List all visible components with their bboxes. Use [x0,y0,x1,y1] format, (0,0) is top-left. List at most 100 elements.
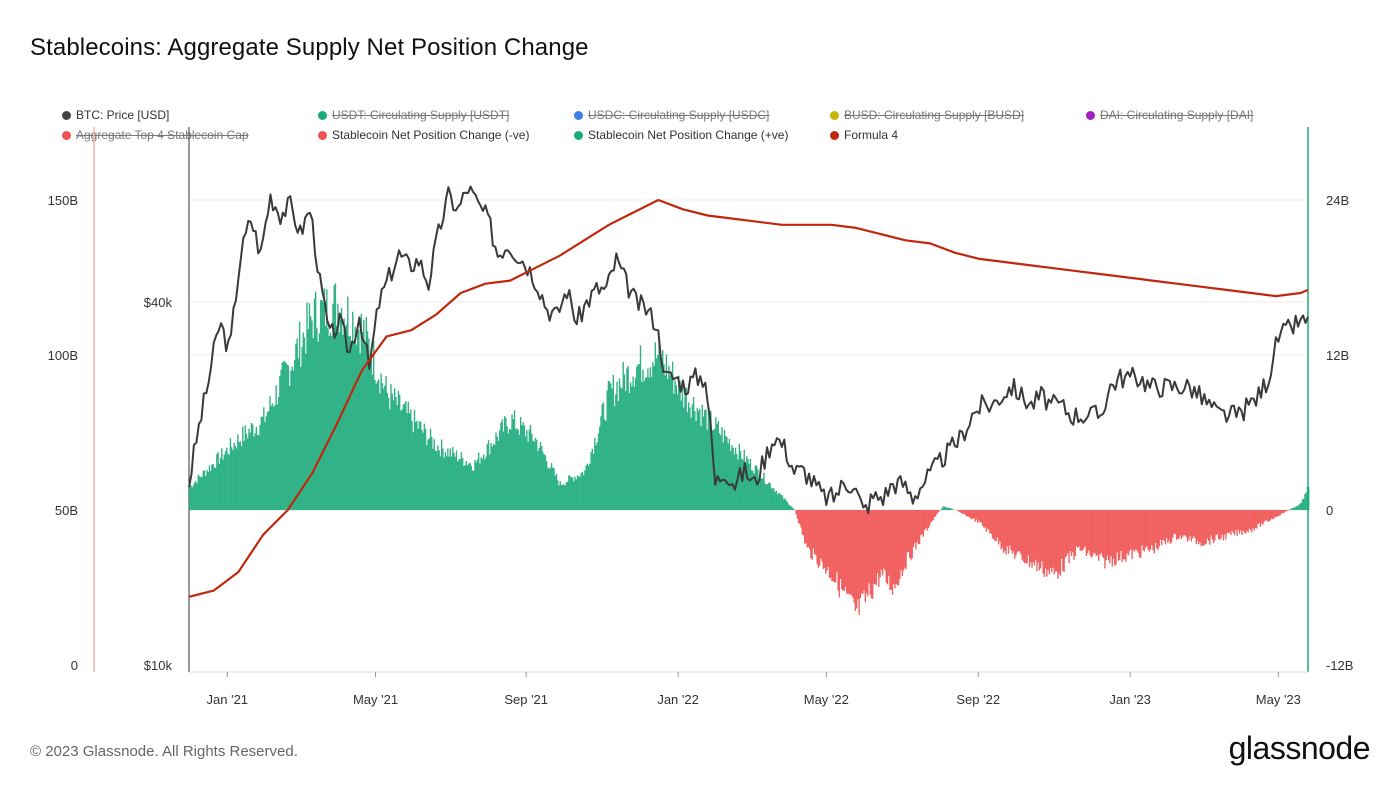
net-change-negative-bar [879,510,881,578]
net-change-negative-bar [1257,510,1259,524]
legend-item-dai-supply[interactable]: DAI: Circulating Supply [DAI] [1086,108,1253,122]
net-change-negative-bar [823,510,826,568]
net-change-negative-bar [1149,510,1152,550]
net-change-positive-bar [243,440,245,510]
net-change-positive-bar [349,335,351,510]
net-change-positive-bar [307,328,309,510]
net-change-negative-bar [1110,510,1112,557]
net-change-negative-bar [1165,510,1168,539]
net-change-positive-bar [234,445,237,510]
legend-item-net-change-negative[interactable]: Stablecoin Net Position Change (-ve) [318,128,529,142]
net-change-negative-bar [923,510,926,531]
net-change-negative-bar [1180,510,1183,540]
net-change-positive-bar [198,476,201,510]
net-change-positive-bar [454,456,456,510]
net-change-positive-bar [298,322,301,510]
net-change-positive-bar [258,435,260,510]
legend-label: Stablecoin Net Position Change (-ve) [332,128,530,142]
net-change-positive-bar [261,416,264,510]
net-change-positive-bar [515,429,517,510]
net-change-positive-bar [285,362,287,510]
net-change-negative-bar [985,510,988,532]
net-change-negative-bar [1057,510,1059,579]
net-change-negative-bar [859,510,862,599]
net-change-negative-bar [960,510,963,514]
net-change-positive-bar [207,472,209,510]
net-change-negative-bar [1122,510,1125,560]
net-change-negative-bar [917,510,920,544]
net-change-positive-bar [494,444,496,510]
legend-dot-icon [318,110,327,120]
net-change-positive-bar [461,457,464,510]
net-change-negative-bar [1206,510,1209,539]
net-change-positive-bar [316,328,318,510]
net-change-positive-bar [722,442,724,510]
net-change-positive-bar [615,394,617,510]
net-change-positive-bar [350,346,353,510]
net-change-positive-bar [360,313,363,510]
net-change-negative-bar [804,510,806,544]
net-change-positive-bar [678,375,680,510]
net-change-negative-bar [1245,510,1247,534]
net-change-negative-bar [988,510,990,530]
net-change-negative-bar [1210,510,1212,536]
net-change-positive-bar [436,451,438,510]
net-change-negative-bar [1031,510,1033,568]
net-change-negative-bar [1283,510,1285,513]
net-change-positive-bar [768,482,770,510]
net-change-positive-bar [753,473,755,510]
net-change-negative-bar [1128,510,1131,552]
x-tick-label: May '23 [1256,692,1301,707]
net-change-negative-bar [900,510,902,571]
legend-item-usdc-supply[interactable]: USDC: Circulating Supply [USDC] [574,108,769,122]
net-change-negative-bar [1112,510,1115,559]
net-change-positive-bar [687,402,690,510]
net-change-positive-bar [1291,508,1294,510]
net-change-positive-bar [791,507,794,510]
net-change-positive-bar [447,448,449,510]
net-change-negative-bar [910,510,912,561]
legend-item-aggregate-cap[interactable]: Aggregate Top 4 Stablecoin Cap [62,128,249,142]
legend-item-usdt-supply[interactable]: USDT: Circulating Supply [USDT] [318,108,509,122]
net-change-positive-bar [720,435,722,510]
net-change-positive-bar [286,364,288,510]
net-change-negative-bar [1236,510,1238,536]
net-change-positive-bar [948,507,950,510]
net-change-negative-bar [830,510,832,579]
net-change-negative-bar [890,510,892,590]
net-change-negative-bar [813,510,816,554]
legend-item-busd-supply[interactable]: BUSD: Circulating Supply [BUSD] [830,108,1024,122]
net-change-positive-bar [502,431,505,510]
net-change-positive-bar [780,494,782,510]
net-change-positive-bar [726,437,728,510]
net-change-negative-bar [1081,510,1084,551]
net-change-negative-bar [1022,510,1025,562]
net-change-negative-bar [962,510,964,514]
net-change-positive-bar [442,448,444,510]
net-change-positive-bar [947,507,949,510]
net-change-negative-bar [1126,510,1128,554]
net-change-negative-bar [1133,510,1136,552]
net-change-negative-bar [1021,510,1023,560]
net-change-positive-bar [622,361,624,510]
net-change-positive-bar [681,383,684,510]
net-change-negative-bar [906,510,908,553]
net-change-positive-bar [384,385,386,510]
net-change-positive-bar [620,387,622,510]
net-change-negative-bar [1084,510,1086,547]
legend-item-formula-4[interactable]: Formula 4 [830,128,898,142]
net-change-positive-bar [233,442,235,510]
net-change-negative-bar [869,510,871,595]
net-change-positive-bar [660,365,663,510]
net-change-positive-bar [944,507,947,510]
net-change-negative-bar [851,510,853,596]
net-change-negative-bar [894,510,896,589]
legend-item-net-change-positive[interactable]: Stablecoin Net Position Change (+ve) [574,128,788,142]
net-change-positive-bar [643,381,645,510]
net-change-negative-bar [857,510,859,600]
legend-item-btc-price[interactable]: BTC: Price [USD] [62,108,169,122]
net-change-negative-bar [984,510,986,528]
net-change-negative-bar [978,510,980,521]
net-change-positive-bar [354,326,356,510]
